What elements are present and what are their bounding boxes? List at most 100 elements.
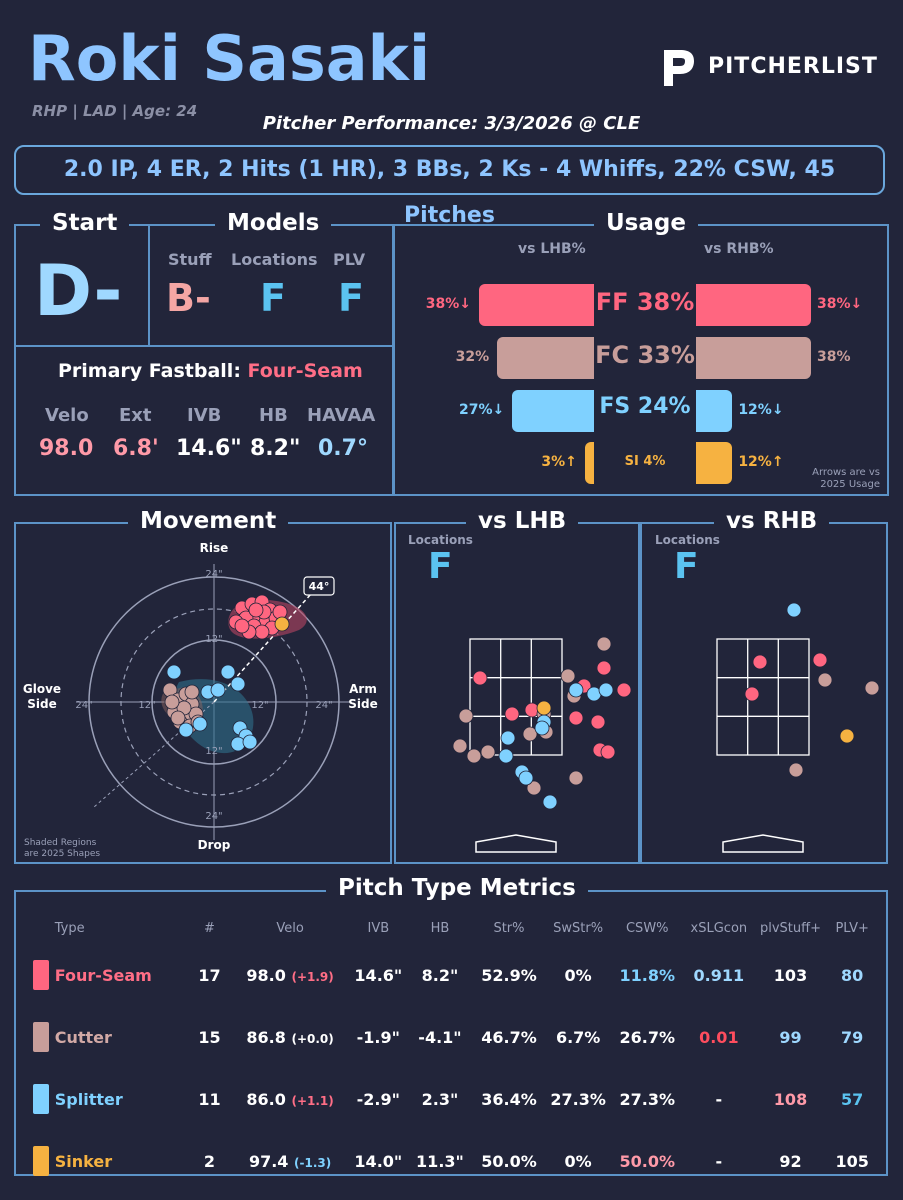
primary-label: Primary Fastball: (58, 360, 241, 382)
xslg-cell: 0.01 (699, 1027, 739, 1047)
movement-dot (230, 676, 246, 692)
usage-bar-lhb (584, 442, 594, 484)
location-dot (590, 714, 606, 730)
location-dot (560, 668, 576, 684)
movement-dot (242, 734, 258, 750)
vs-rhb-zone-plot (716, 602, 880, 853)
movement-dot (234, 618, 250, 634)
location-dot (542, 794, 558, 810)
location-dot (600, 744, 616, 760)
movement-dot (220, 664, 236, 680)
table-row: Splitter 11 86.0 (+1.1) -2.9" 2.3" 36.4%… (28, 1068, 878, 1130)
swstr-cell: 27.3% (550, 1089, 606, 1109)
location-dot (534, 720, 550, 736)
velo-value: 86.8 (246, 1027, 286, 1047)
location-dot (466, 748, 482, 764)
usage-bar-rhb (696, 284, 811, 326)
location-dot (817, 672, 833, 688)
stat-label-hb: HB (259, 405, 288, 426)
model-label-locations: Locations (231, 250, 318, 269)
pitcher-info: RHP | LAD | Age: 24 (32, 102, 198, 120)
usage-note-line: 2025 Usage (820, 479, 880, 490)
pitch-type: Splitter (54, 1089, 123, 1109)
location-dot (536, 700, 552, 716)
table-row: Cutter 15 86.8 (+0.0) -1.9" -4.1" 46.7% … (28, 1006, 878, 1068)
velo-value: 98.0 (246, 965, 286, 985)
model-grade-plv: F (338, 276, 364, 320)
location-dot (786, 602, 802, 618)
vs-lhb-locations-label: Locations (408, 533, 473, 547)
col-header: SwStr% (553, 920, 604, 936)
str-cell: 50.0% (481, 1151, 537, 1171)
hb-cell: 2.3" (421, 1089, 459, 1109)
start-title: Start (40, 210, 130, 236)
stat-label-havaa: HAVAA (307, 405, 376, 426)
model-grade-locations: F (260, 276, 286, 320)
metrics-table: Type # Velo IVB HB Str% SwStr% CSW% xSLG… (28, 912, 878, 1192)
usage-rhb-pct: 12%↓ (738, 402, 784, 418)
plv-cell: 57 (841, 1089, 864, 1109)
location-dot (744, 686, 760, 702)
hb-cell: 8.2" (421, 965, 459, 985)
metrics-header-row: Type # Velo IVB HB Str% SwStr% CSW% xSLG… (28, 912, 878, 944)
velo-diff: (+1.1) (291, 1093, 334, 1108)
movement-note: Shaded Regions (24, 838, 97, 848)
col-header: plvStuff+ (760, 920, 821, 936)
location-dot (752, 654, 768, 670)
str-cell: 52.9% (481, 965, 537, 985)
usage-rhb-pct: 38% (817, 349, 851, 365)
usage-bar-lhb (479, 284, 594, 326)
ring-label: 12" (205, 634, 222, 645)
movement-dot (166, 664, 182, 680)
xslg-cell: - (715, 1151, 723, 1171)
vs-lhb-grade: F (428, 546, 453, 587)
pitcherlist-logo-icon (664, 50, 694, 86)
sinker-swatch (32, 1146, 49, 1176)
usage-pitch-label: FC 33% (595, 341, 695, 369)
primary-pitch: Four-Seam (247, 360, 363, 382)
usage-note: Arrows are vs 2025 Usage (780, 467, 880, 491)
primary-fastball-title: Primary Fastball: Four-Seam (48, 360, 373, 382)
stuff-cell: 108 (773, 1089, 808, 1109)
location-dot (522, 726, 538, 742)
vs-lhb-title: vs LHB (466, 508, 579, 534)
xslg-cell: 0.911 (693, 965, 745, 985)
csw-cell: 26.7% (619, 1027, 676, 1047)
location-dot (864, 680, 880, 696)
usage-bar-lhb (512, 390, 594, 432)
arm-side-label: Side (348, 697, 377, 711)
pitch-count: 11 (198, 1089, 221, 1109)
movement-dot (164, 694, 180, 710)
ring-label: 24" (75, 700, 92, 711)
stat-value-havaa: 0.7° (318, 436, 368, 461)
glove-side-label: Side (27, 697, 56, 711)
stat-value-ext: 6.8' (113, 436, 159, 461)
col-header: HB (430, 920, 450, 936)
usage-pitch-label: FS 24% (599, 394, 691, 419)
location-dot (452, 738, 468, 754)
usage-rhb-pct: 12%↑ (738, 454, 784, 470)
location-dot (526, 780, 542, 796)
location-dot (500, 730, 516, 746)
csw-cell: 50.0% (619, 1151, 676, 1171)
divider (14, 345, 394, 347)
location-dot (616, 682, 632, 698)
col-header: xSLGcon (690, 920, 748, 936)
swstr-cell: 6.7% (555, 1027, 601, 1047)
models-title: Models (215, 210, 332, 236)
csw-cell: 11.8% (619, 965, 676, 985)
usage-rhb-header: vs RHB% (704, 241, 774, 257)
stat-value-ivb: 14.6" (176, 436, 242, 461)
plv-cell: 80 (841, 965, 864, 985)
location-dot (839, 728, 855, 744)
col-header: Str% (493, 920, 525, 936)
divider (148, 224, 150, 346)
usage-title: Usage (594, 210, 698, 236)
table-row: Sinker 2 97.4 (-1.3) 14.0" 11.3" 50.0% 0… (28, 1130, 878, 1192)
hb-cell: 11.3" (416, 1151, 464, 1171)
movement-title: Movement (128, 508, 289, 534)
ring-label: 24" (205, 811, 222, 822)
location-dot (498, 748, 514, 764)
col-header: CSW% (625, 920, 669, 936)
performance-title: Pitcher Performance: 3/3/2026 @ CLE (262, 113, 641, 134)
